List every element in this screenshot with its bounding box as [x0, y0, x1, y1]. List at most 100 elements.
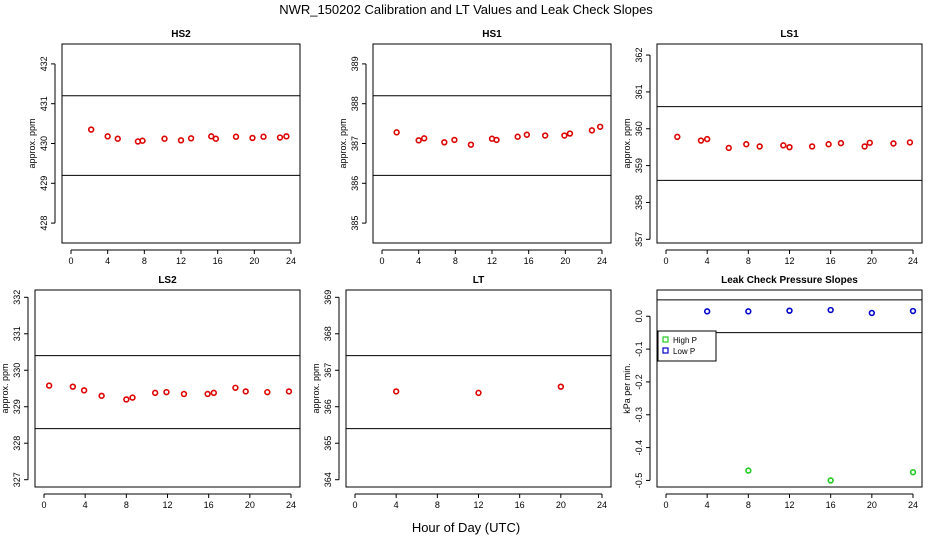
data-point: [674, 133, 681, 141]
plot-frame: [345, 289, 612, 488]
x-tick-label: 0: [68, 256, 73, 266]
y-tick-label: 428: [39, 216, 49, 231]
y-tick-label: 359: [634, 158, 644, 173]
data-point: [561, 132, 568, 139]
x-tick-label: 4: [394, 500, 399, 510]
data-point: [890, 140, 897, 147]
series-high-p: [745, 467, 917, 484]
panels: HS2 0 4 8 12 16 20 24 428 429 430 431 432 approx. ppm…: [0, 29, 923, 510]
y-tick-label: 329: [12, 399, 22, 414]
data-point: [745, 308, 752, 315]
series-0: [87, 126, 290, 145]
data-point: [703, 308, 711, 315]
x-tick-label: 4: [705, 500, 710, 510]
x-tick-label: 4: [83, 500, 88, 510]
data-point: [98, 392, 105, 399]
x-tick-label: 20: [249, 256, 259, 266]
plot-frame: [656, 43, 923, 244]
data-point: [212, 135, 220, 142]
legend-swatch: [662, 336, 669, 343]
plot-frame: [656, 289, 923, 488]
panel-leak-check-pressure-slopes: Leak Check Pressure Slopes 0 4 8 12 16 20 24 0.0…: [622, 275, 923, 510]
x-tick-label: 24: [908, 256, 918, 266]
x-tick-label: 16: [826, 500, 836, 510]
data-point: [163, 388, 170, 396]
legend-label: High P: [673, 336, 697, 345]
panel-ls1: LS1 0 4 8 12 16 20 24 357 358 359 360 361 362 approx. …: [622, 29, 923, 266]
data-point: [596, 123, 604, 130]
series-0: [674, 133, 914, 152]
data-point: [523, 131, 531, 138]
data-point: [285, 388, 293, 395]
y-tick-label: 429: [39, 176, 49, 191]
data-point: [837, 139, 845, 147]
y-tick-label: 327: [12, 472, 22, 487]
x-tick-label: 4: [705, 256, 710, 266]
x-tick-label: 12: [487, 256, 497, 266]
y-tick-label: 328: [12, 436, 22, 451]
x-tick-label: 16: [213, 256, 223, 266]
data-point: [703, 135, 711, 143]
x-tick-label: 24: [597, 500, 607, 510]
data-point: [780, 142, 787, 149]
y-tick-label: 361: [634, 84, 644, 99]
x-tick-label: 20: [245, 500, 255, 510]
x-tick-label: 20: [560, 256, 570, 266]
plot-frame: [34, 289, 301, 488]
data-point: [588, 127, 596, 134]
y-tick-label: 332: [12, 290, 22, 305]
series-0: [45, 382, 293, 403]
data-point: [909, 307, 917, 315]
x-tick-label: 0: [663, 500, 668, 510]
data-point: [743, 141, 750, 148]
data-point: [861, 143, 868, 150]
data-point: [725, 144, 732, 152]
panel-hs2: HS2 0 4 8 12 16 20 24 428 429 430 431 432 approx. ppm: [27, 29, 301, 266]
y-tick-label: 389: [350, 56, 360, 71]
data-point: [87, 126, 95, 133]
series-0: [392, 383, 565, 397]
data-point: [786, 143, 793, 151]
data-point: [208, 133, 215, 140]
data-point: [249, 134, 256, 142]
legend-box: [657, 330, 717, 362]
y-axis-label: approx. ppm: [0, 363, 10, 413]
data-point: [825, 141, 832, 148]
y-tick-label: 365: [323, 436, 333, 451]
x-tick-label: 0: [379, 256, 384, 266]
data-point: [541, 132, 549, 139]
data-point: [420, 135, 428, 142]
y-tick-label: 386: [350, 176, 360, 191]
data-point: [745, 467, 752, 474]
data-point: [906, 139, 914, 146]
x-tick-label: 12: [162, 500, 172, 510]
x-tick-label: 16: [204, 500, 214, 510]
data-point: [415, 137, 422, 144]
data-point: [276, 134, 284, 141]
y-tick-label: -0.2: [634, 374, 644, 390]
data-point: [392, 388, 400, 395]
data-point: [451, 136, 458, 144]
series-0: [393, 123, 604, 148]
x-tick-label: 16: [524, 256, 534, 266]
y-tick-label: 330: [12, 363, 22, 378]
y-tick-label: 358: [634, 195, 644, 210]
x-tick-label: 8: [453, 256, 458, 266]
panel-ls2: LS2 0 4 8 12 16 20 24 327 328 329 330 331 332 approx. …: [0, 275, 301, 510]
x-tick-label: 20: [556, 500, 566, 510]
data-point: [210, 389, 218, 397]
data-point: [180, 390, 188, 398]
y-tick-label: 331: [12, 326, 22, 341]
data-point: [467, 141, 475, 148]
data-point: [69, 383, 77, 390]
y-tick-label: -0.5: [634, 473, 644, 489]
x-axis-title: Hour of Day (UTC): [412, 520, 520, 535]
data-point: [697, 137, 705, 144]
panel-title: HS1: [482, 29, 502, 40]
x-tick-label: 8: [435, 500, 440, 510]
y-axis-label: approx. ppm: [311, 363, 321, 413]
y-tick-label: 387: [350, 136, 360, 151]
y-axis-label: approx. ppm: [338, 118, 348, 168]
data-point: [129, 394, 136, 401]
